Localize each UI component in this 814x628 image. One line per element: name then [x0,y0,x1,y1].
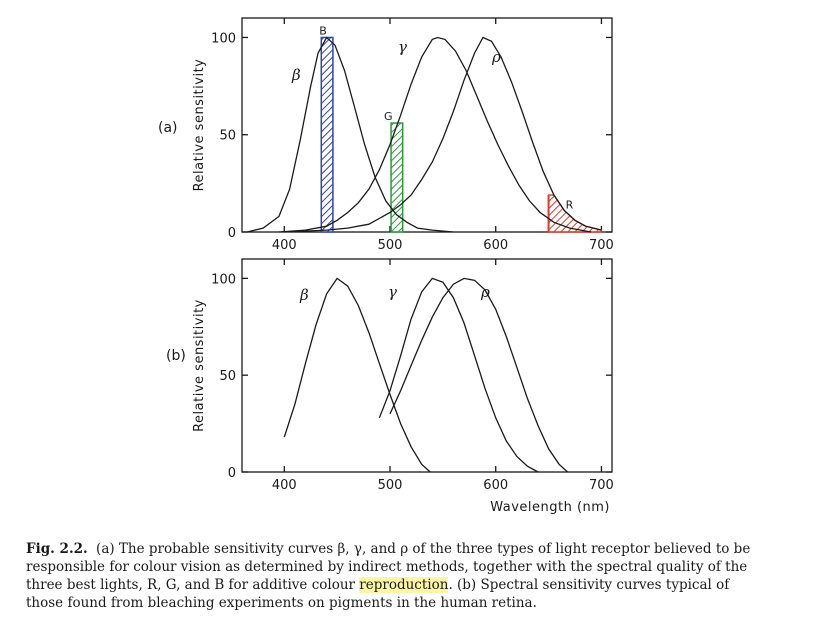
plot-frame [241,17,613,233]
x-tick-label: 700 [589,238,614,253]
band-g-bar [390,122,404,233]
y-tick-label: 50 [219,129,236,144]
band-b-bar [320,36,334,233]
y-axis-title: Relative sensitivity [192,299,207,432]
plot-frame [241,258,613,473]
series-label-rho: ρ [480,283,490,301]
series-label-beta: β [299,286,309,304]
panel-label: (a) [158,120,178,136]
caption-highlight: reproduction [359,577,449,593]
caption-text-start: (a) The probable sensitivity curves β, γ… [26,541,751,593]
chart-panel-a: 400 500 600 700 0 50 100 Relative sensitivity (a… [158,17,614,253]
series-label-gamma: γ [398,38,407,56]
caption-figure-number: Fig. 2.2. [26,541,88,557]
band-label-g: G [384,110,393,123]
y-tick-label: 0 [228,226,236,241]
x-tick-label: 500 [378,478,403,493]
x-axis-title: Wavelength (nm) [490,500,610,515]
series-line-gamma [378,277,539,473]
series-label-gamma: γ [388,283,397,301]
series-line-rho [389,277,569,473]
figure-caption: Fig. 2.2. (a) The probable sensitivity c… [26,540,766,612]
band-label-b: B [319,24,327,37]
x-tick-label: 400 [272,238,297,253]
y-tick-label: 50 [219,369,236,384]
y-tick-label: 0 [228,466,236,481]
x-tick-label: 700 [589,478,614,493]
series-line-beta [283,277,431,473]
panel-label: (b) [166,348,186,364]
x-tick-label: 600 [483,238,508,253]
caption-text-end: . (b) Spectral sensitivity curves typica… [26,577,730,611]
y-tick-label: 100 [211,272,236,287]
x-tick-label: 500 [378,238,403,253]
series-line-gamma [278,36,592,233]
series-label-rho: ρ [491,48,501,66]
band-r-area [547,194,603,233]
y-axis-title: Relative sensitivity [192,59,207,192]
series-line-rho [284,36,602,233]
x-tick-label: 600 [483,478,508,493]
chart-panel-b: 400 500 600 700 0 50 100 Relative sensitivity Wa… [166,258,614,515]
x-tick-label: 400 [272,478,297,493]
band-label-r: R [566,199,574,212]
series-label-beta: β [291,66,301,84]
y-tick-label: 100 [211,31,236,46]
series-line-beta [247,36,454,233]
